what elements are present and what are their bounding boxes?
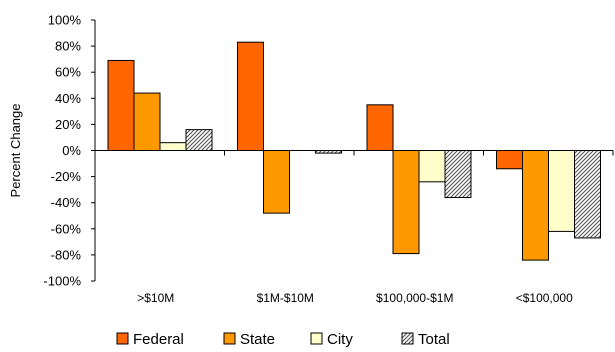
legend-swatch-federal: [116, 332, 129, 345]
legend: Federal State City Total: [116, 331, 450, 348]
bar-state-1: [263, 150, 290, 214]
legend-swatch-state: [223, 332, 236, 345]
legend-label-city: City: [327, 331, 353, 348]
x-category-label: >$10M: [137, 291, 174, 305]
bar-state-3: [522, 150, 549, 261]
y-tick-label: -20%: [51, 169, 82, 184]
bars-group: [107, 41, 601, 261]
y-tick-label: -40%: [51, 195, 82, 210]
y-tick-label: -100%: [43, 274, 81, 289]
bar-city-3: [548, 150, 575, 232]
bar-state-0: [133, 92, 161, 151]
bar-federal-2: [366, 104, 394, 151]
bar-federal-0: [107, 59, 135, 151]
bar-total-2: [444, 150, 472, 198]
y-tick-label: 80%: [55, 39, 81, 54]
y-tick-label: 40%: [55, 91, 81, 106]
x-category-label: <$100,000: [516, 291, 573, 305]
bar-state-2: [392, 150, 420, 255]
legend-label-federal: Federal: [133, 331, 184, 348]
x-category-label: $1M-$10M: [257, 291, 314, 305]
y-tick-label: 0%: [62, 143, 81, 158]
bar-city-0: [159, 142, 187, 151]
y-tick-label: -80%: [51, 247, 82, 262]
legend-swatch-city: [310, 332, 323, 345]
x-category-label: $100,000-$1M: [376, 291, 453, 305]
bar-total-3: [574, 150, 601, 239]
y-tick-label: -60%: [51, 221, 82, 236]
bar-total-0: [185, 129, 213, 151]
bar-federal-1: [237, 41, 264, 152]
y-tick-label: 20%: [55, 117, 81, 132]
bar-federal-3: [496, 150, 523, 170]
y-axis: -100% -80% -60% -40% -20% 0% 20% 40% 60% 80% 100%: [43, 13, 96, 289]
y-tick-label: 60%: [55, 65, 81, 80]
x-axis: >$10M $1M-$10M $100,000-$1M <$100,000: [95, 150, 614, 305]
legend-label-state: State: [240, 331, 275, 348]
legend-label-total: Total: [418, 331, 450, 348]
bar-city-2: [418, 150, 446, 183]
y-axis-title: Percent Change: [8, 104, 23, 198]
legend-swatch-total: [401, 332, 414, 345]
y-tick-label: 100%: [48, 13, 82, 28]
